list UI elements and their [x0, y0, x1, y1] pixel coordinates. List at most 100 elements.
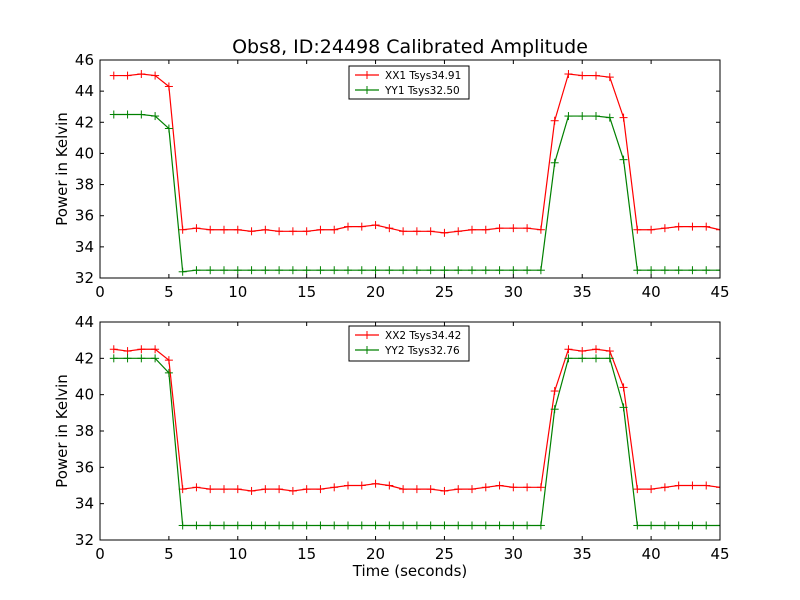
- data-point: [330, 225, 339, 234]
- legend-item: XX1 Tsys34.91: [355, 70, 461, 82]
- data-point: [385, 266, 394, 275]
- data-point: [399, 227, 408, 236]
- legend-label: YY2 Tsys32.76: [384, 345, 460, 357]
- y-tick-label: 32: [75, 531, 94, 549]
- data-point: [605, 113, 614, 122]
- data-point: [164, 82, 173, 91]
- x-tick-label: 25: [435, 283, 454, 301]
- x-tick-label: 30: [504, 283, 523, 301]
- data-point: [564, 70, 573, 79]
- data-point: [578, 347, 587, 356]
- x-tick-label: 20: [366, 545, 385, 563]
- legend-label: XX1 Tsys34.91: [385, 70, 461, 82]
- data-point: [688, 222, 697, 231]
- data-point: [109, 110, 118, 119]
- data-point: [454, 227, 463, 236]
- data-point: [647, 225, 656, 234]
- data-point: [247, 486, 256, 495]
- data-point: [688, 481, 697, 490]
- data-point: [619, 403, 628, 412]
- x-tick-label: 0: [95, 545, 105, 563]
- data-point: [206, 266, 215, 275]
- data-point: [523, 224, 532, 233]
- data-point: [137, 354, 146, 363]
- y-axis-label: Power in Kelvin: [53, 112, 71, 226]
- data-point: [123, 71, 132, 80]
- data-point: [592, 345, 600, 354]
- data-point: [316, 521, 325, 530]
- data-point: [275, 521, 284, 530]
- data-point: [454, 521, 463, 530]
- data-point: [288, 227, 297, 236]
- y-tick-label: 38: [75, 176, 94, 194]
- data-point: [288, 266, 297, 275]
- data-point: [481, 225, 490, 234]
- data-point: [137, 110, 146, 119]
- data-point: [399, 485, 408, 494]
- data-point: [716, 483, 720, 492]
- data-point: [371, 266, 380, 275]
- x-tick-label: 25: [435, 545, 454, 563]
- data-point: [109, 71, 118, 80]
- data-point: [123, 354, 132, 363]
- data-point: [440, 266, 449, 275]
- y-tick-label: 36: [75, 458, 94, 476]
- data-point: [674, 266, 683, 275]
- data-point: [316, 266, 325, 275]
- legend: XX1 Tsys34.91 YY1 Tsys32.50: [348, 65, 470, 100]
- data-point: [592, 354, 600, 363]
- data-point: [633, 266, 642, 275]
- data-point: [192, 483, 201, 492]
- y-tick-label: 38: [75, 422, 94, 440]
- data-point: [716, 225, 720, 234]
- data-point: [412, 266, 421, 275]
- data-point: [578, 71, 587, 80]
- axes-frame: [99, 59, 721, 279]
- data-point: [468, 266, 476, 275]
- data-point: [523, 483, 532, 492]
- x-tick-label: 5: [164, 283, 174, 301]
- data-point: [275, 266, 284, 275]
- legend-label: XX2 Tsys34.42: [385, 330, 461, 342]
- data-point: [633, 521, 642, 530]
- data-point: [164, 124, 173, 133]
- y-tick-label: 44: [75, 313, 94, 331]
- data-point: [302, 485, 311, 494]
- data-point: [344, 222, 352, 231]
- data-point: [660, 224, 669, 233]
- data-point: [509, 224, 518, 233]
- data-point: [564, 345, 573, 354]
- data-point: [523, 266, 532, 275]
- data-point: [619, 113, 628, 122]
- panel-2: 0 5 10 15 20 25 30 35 40 45 32 34 36 38 40 42 44 Power in…: [53, 313, 730, 580]
- data-point: [495, 224, 504, 233]
- legend-item: YY2 Tsys32.76: [355, 345, 460, 357]
- data-point: [702, 481, 711, 490]
- panel-1: 0 5 10 15 20 25 30 35 40 45 32 34 36 38 40 42 44 46 Power …: [53, 51, 730, 301]
- y-tick-label: 42: [75, 113, 94, 131]
- x-tick-label: 35: [573, 283, 592, 301]
- data-point: [412, 227, 421, 236]
- x-tick-label: 45: [710, 283, 729, 301]
- plot-area: [109, 70, 720, 276]
- data-point: [605, 347, 614, 356]
- legend-item: XX2 Tsys34.42: [355, 330, 461, 342]
- data-point: [288, 486, 297, 495]
- data-point: [220, 485, 228, 494]
- x-tick-label: 20: [366, 283, 385, 301]
- x-tick-label: 10: [228, 283, 247, 301]
- data-point: [716, 266, 720, 275]
- data-point: [605, 354, 614, 363]
- data-point: [481, 521, 490, 530]
- data-point: [688, 521, 697, 530]
- legend-item: YY1 Tsys32.50: [355, 85, 460, 97]
- plot-area: [109, 345, 720, 530]
- legend-label: YY1 Tsys32.50: [384, 85, 460, 97]
- data-point: [454, 485, 463, 494]
- data-point: [220, 521, 228, 530]
- data-point: [164, 356, 173, 365]
- data-point: [206, 521, 215, 530]
- data-point: [674, 222, 683, 231]
- data-point: [261, 266, 270, 275]
- x-tick-label: 35: [573, 545, 592, 563]
